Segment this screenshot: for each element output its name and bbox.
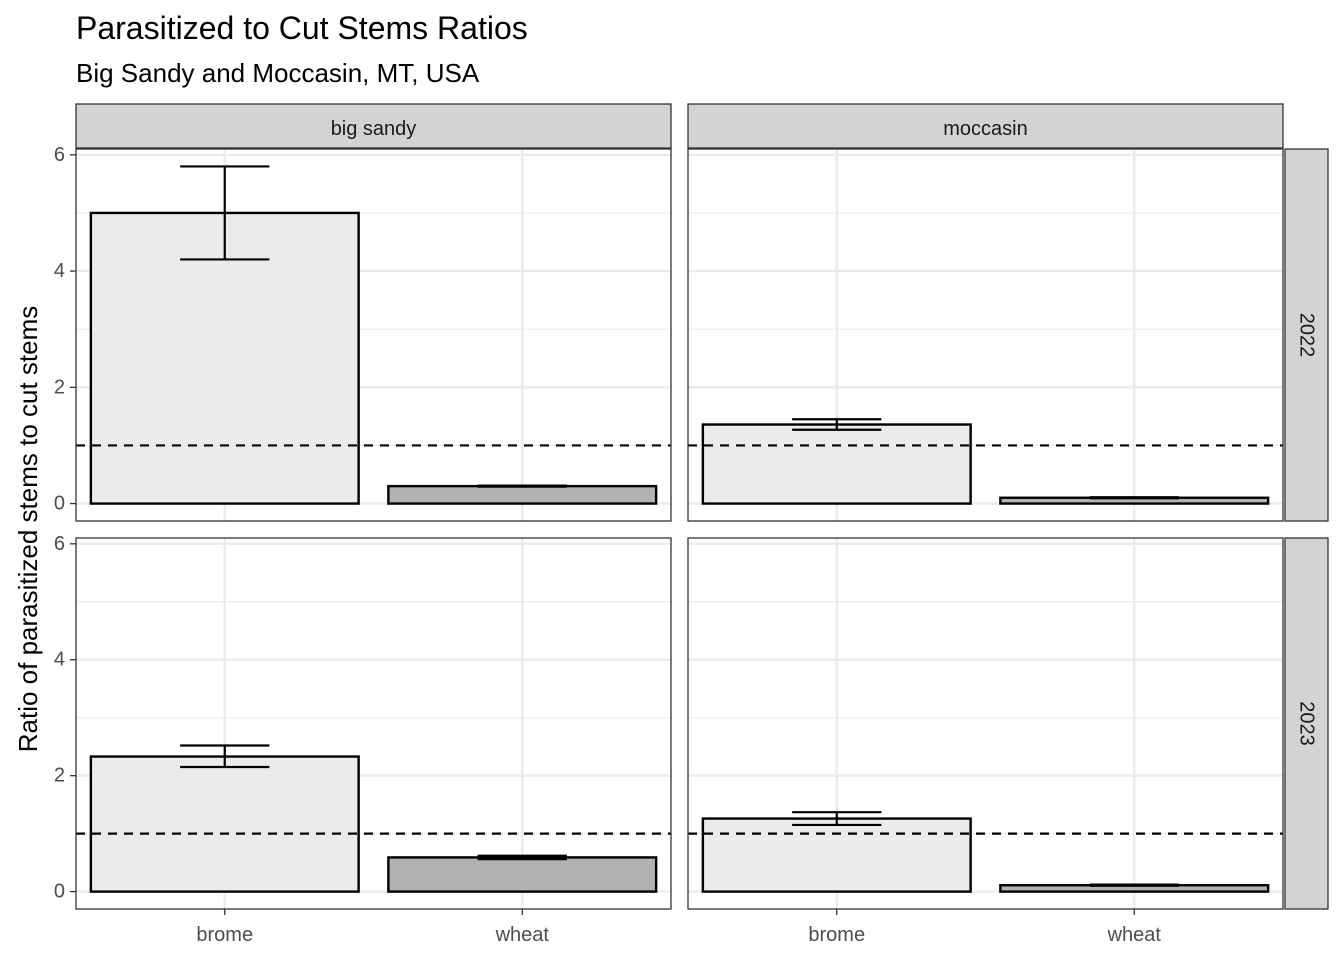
panel-border [75,537,672,910]
error-bar-wheat [1089,496,1179,500]
y-tick-label: 2 [54,765,65,787]
error-bar-brome [180,744,270,769]
panel-border [687,537,1284,910]
y-tick-label: 6 [54,533,65,555]
facet-label-1: moccasin [943,118,1027,140]
error-bar-brome [792,811,882,827]
facet-label-0: big sandy [331,118,417,140]
x-tick-label: wheat [1107,924,1162,946]
y-tick-label: 2 [54,376,65,398]
y-tick-label: 6 [54,144,65,166]
y-tick-label: 4 [54,649,65,671]
error-bar-wheat [1089,883,1179,887]
bar-wheat [387,484,658,505]
row-label-0: 2022 [1296,313,1318,358]
bar-brome [701,817,972,893]
row-strip-1 [1284,537,1329,910]
error-bar-brome [792,418,882,431]
panel-border [687,148,1284,522]
bar-brome [701,423,972,505]
chart-title: Parasitized to Cut Stems Ratios [76,10,528,46]
y-tick-label: 0 [54,493,65,515]
y-tick-label: 4 [54,260,65,282]
y-axis-title: Ratio of parasitized stems to cut stems [13,306,43,753]
error-bar-wheat [477,484,567,488]
error-bar-wheat [477,854,567,861]
bar-brome [89,755,360,893]
panel-moccasin-2023: brome wheat [687,537,1284,946]
x-tick-label: brome [196,924,253,946]
chart-subtitle: Big Sandy and Moccasin, MT, USA [76,58,480,88]
facet-strip-0 [75,103,672,149]
x-tick-label: wheat [495,924,550,946]
y-tick-label: 0 [54,881,65,903]
panel-border [75,148,672,522]
panel-big-sandy-2022: 0 2 4 6 [54,144,672,522]
error-bar-brome [180,165,270,261]
panel-moccasin-2022 [687,148,1284,522]
facet-strip-1 [687,103,1284,149]
bar-wheat [387,856,658,893]
x-tick-label: brome [808,924,865,946]
row-strip-0 [1284,148,1329,522]
row-label-1: 2023 [1296,701,1318,746]
panel-big-sandy-2023: 0 2 4 6 brome wheat [54,533,672,946]
bar-brome [89,211,360,505]
